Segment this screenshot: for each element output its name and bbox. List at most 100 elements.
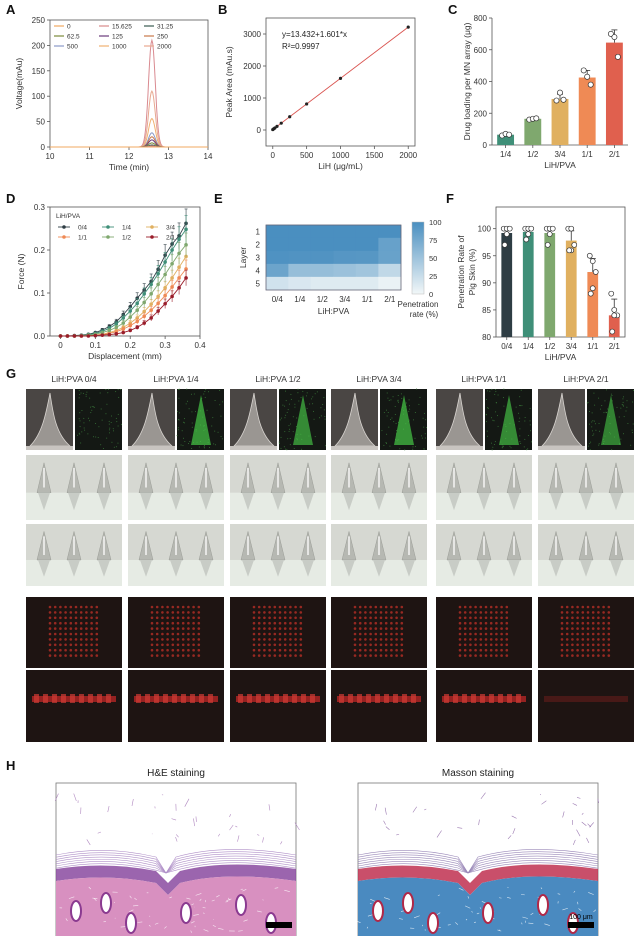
svg-text:0: 0 (67, 24, 71, 31)
bar-1-2 (524, 116, 541, 145)
svg-text:2/1: 2/1 (166, 235, 175, 242)
x-tick-label: 1/1 (587, 342, 599, 351)
x-axis-label: LiH/PVA (544, 160, 576, 170)
sem-microneedle-image (230, 389, 277, 450)
bar-3-4 (552, 90, 569, 145)
x-tick-label: 1/2 (317, 295, 329, 304)
x-axis-label: Displacement (mm) (88, 351, 162, 361)
column-label: LiH:PVA 1/4 (128, 374, 224, 384)
svg-text:500: 500 (67, 44, 78, 51)
red-fluorescence-top-view (230, 597, 326, 668)
y-tick-label: 1 (256, 228, 261, 237)
column-label: LiH:PVA 0/4 (26, 374, 122, 384)
x-tick-label: 1/2 (544, 342, 556, 351)
y-tick-label: 95 (482, 252, 491, 261)
plot-frame (496, 207, 625, 337)
he-staining-title: H&E staining (56, 768, 296, 779)
x-tick-label: 1/1 (582, 150, 594, 159)
bar-2-1 (606, 30, 623, 145)
microneedle-before-image (436, 455, 532, 520)
panel-letter-h: H (6, 758, 15, 773)
y-tick-label: 100 (32, 92, 46, 101)
svg-text:2000: 2000 (157, 44, 172, 51)
data-point (339, 77, 342, 80)
bar-0-4 (501, 226, 512, 337)
red-fluorescence-side-view (128, 670, 224, 742)
scale-bar (568, 922, 594, 928)
bar-1-1 (579, 68, 596, 145)
microneedle-after-image (26, 524, 122, 586)
y-axis-label-2: Pig Skin (%) (467, 248, 477, 295)
data-point (280, 122, 283, 125)
x-axis-label: Time (min) (109, 162, 149, 172)
x-tick-label: 1/4 (523, 342, 535, 351)
y-tick-label: 0.3 (34, 203, 46, 212)
y-tick-label: 0.1 (34, 289, 46, 298)
y-tick-label: 200 (32, 41, 46, 50)
x-tick-label: 1/2 (527, 150, 539, 159)
data-point (305, 102, 308, 105)
y-axis-label: Voltage(mAu) (14, 58, 24, 110)
x-tick-label: 1000 (332, 151, 350, 160)
fluorescence-microneedle-image (75, 389, 122, 450)
y-tick-label: 80 (482, 333, 491, 342)
panel-letter-g: G (6, 366, 16, 381)
y-tick-label: 100 (478, 225, 492, 234)
series-1-2 (59, 233, 188, 338)
microneedle-before-image (26, 455, 122, 520)
column-label: LiH:PVA 1/2 (230, 374, 326, 384)
x-tick-label: 2000 (399, 151, 417, 160)
scale-bar-label: 100 μm (569, 914, 593, 921)
bar-1-4 (523, 226, 534, 337)
svg-text:1/4: 1/4 (122, 225, 131, 232)
bar-3-4 (566, 226, 577, 337)
x-axis-label: LiH:PVA (318, 306, 350, 316)
y-axis-label: Drug loading per MN array (μg) (462, 22, 472, 140)
x-tick-label: 2/1 (609, 342, 621, 351)
x-tick-label: 3/4 (566, 342, 578, 351)
fit-equation: y=13.432+1.601*x (282, 30, 347, 39)
masson-staining-image: 100 μm (358, 783, 598, 936)
red-fluorescence-side-view (538, 670, 634, 742)
microneedle-after-image (128, 524, 224, 586)
fluorescence-microneedle-image (279, 389, 326, 450)
y-tick-label: 400 (474, 78, 488, 87)
data-point (275, 125, 278, 128)
x-tick-label: 0.4 (194, 341, 206, 350)
x-axis-label: LiH/PVA (545, 352, 577, 362)
microneedle-before-image (128, 455, 224, 520)
bar-1-4 (497, 131, 514, 145)
y-axis-label: Penetration Rate of (456, 235, 466, 309)
y-tick-label: 5 (256, 280, 261, 289)
x-tick-label: 0 (271, 151, 276, 160)
y-tick-label: 0 (257, 126, 262, 135)
svg-text:62.5: 62.5 (67, 34, 80, 41)
svg-text:3/4: 3/4 (166, 225, 175, 232)
y-tick-label: 1000 (243, 94, 261, 103)
red-fluorescence-top-view (128, 597, 224, 668)
x-tick-label: 1/1 (362, 295, 374, 304)
y-tick-label: 3 (256, 254, 261, 263)
bar-1-2 (544, 226, 555, 337)
y-tick-label: 85 (482, 306, 491, 315)
x-tick-label: 3/4 (554, 150, 566, 159)
svg-text:0/4: 0/4 (78, 225, 87, 232)
y-tick-label: 800 (474, 14, 488, 23)
he-staining-image (56, 783, 296, 936)
svg-text:1/2: 1/2 (122, 235, 131, 242)
red-fluorescence-side-view (331, 670, 427, 742)
masson-staining-title: Masson staining (358, 768, 598, 779)
x-tick-label: 11 (85, 152, 94, 161)
y-tick-label: 0.2 (34, 246, 46, 255)
svg-text:1000: 1000 (112, 44, 127, 51)
y-tick-label: 0 (483, 141, 488, 150)
sem-microneedle-image (128, 389, 175, 450)
microneedle-after-image (436, 524, 532, 586)
fluorescence-microneedle-image (380, 389, 427, 450)
y-tick-label: 3000 (243, 30, 261, 39)
